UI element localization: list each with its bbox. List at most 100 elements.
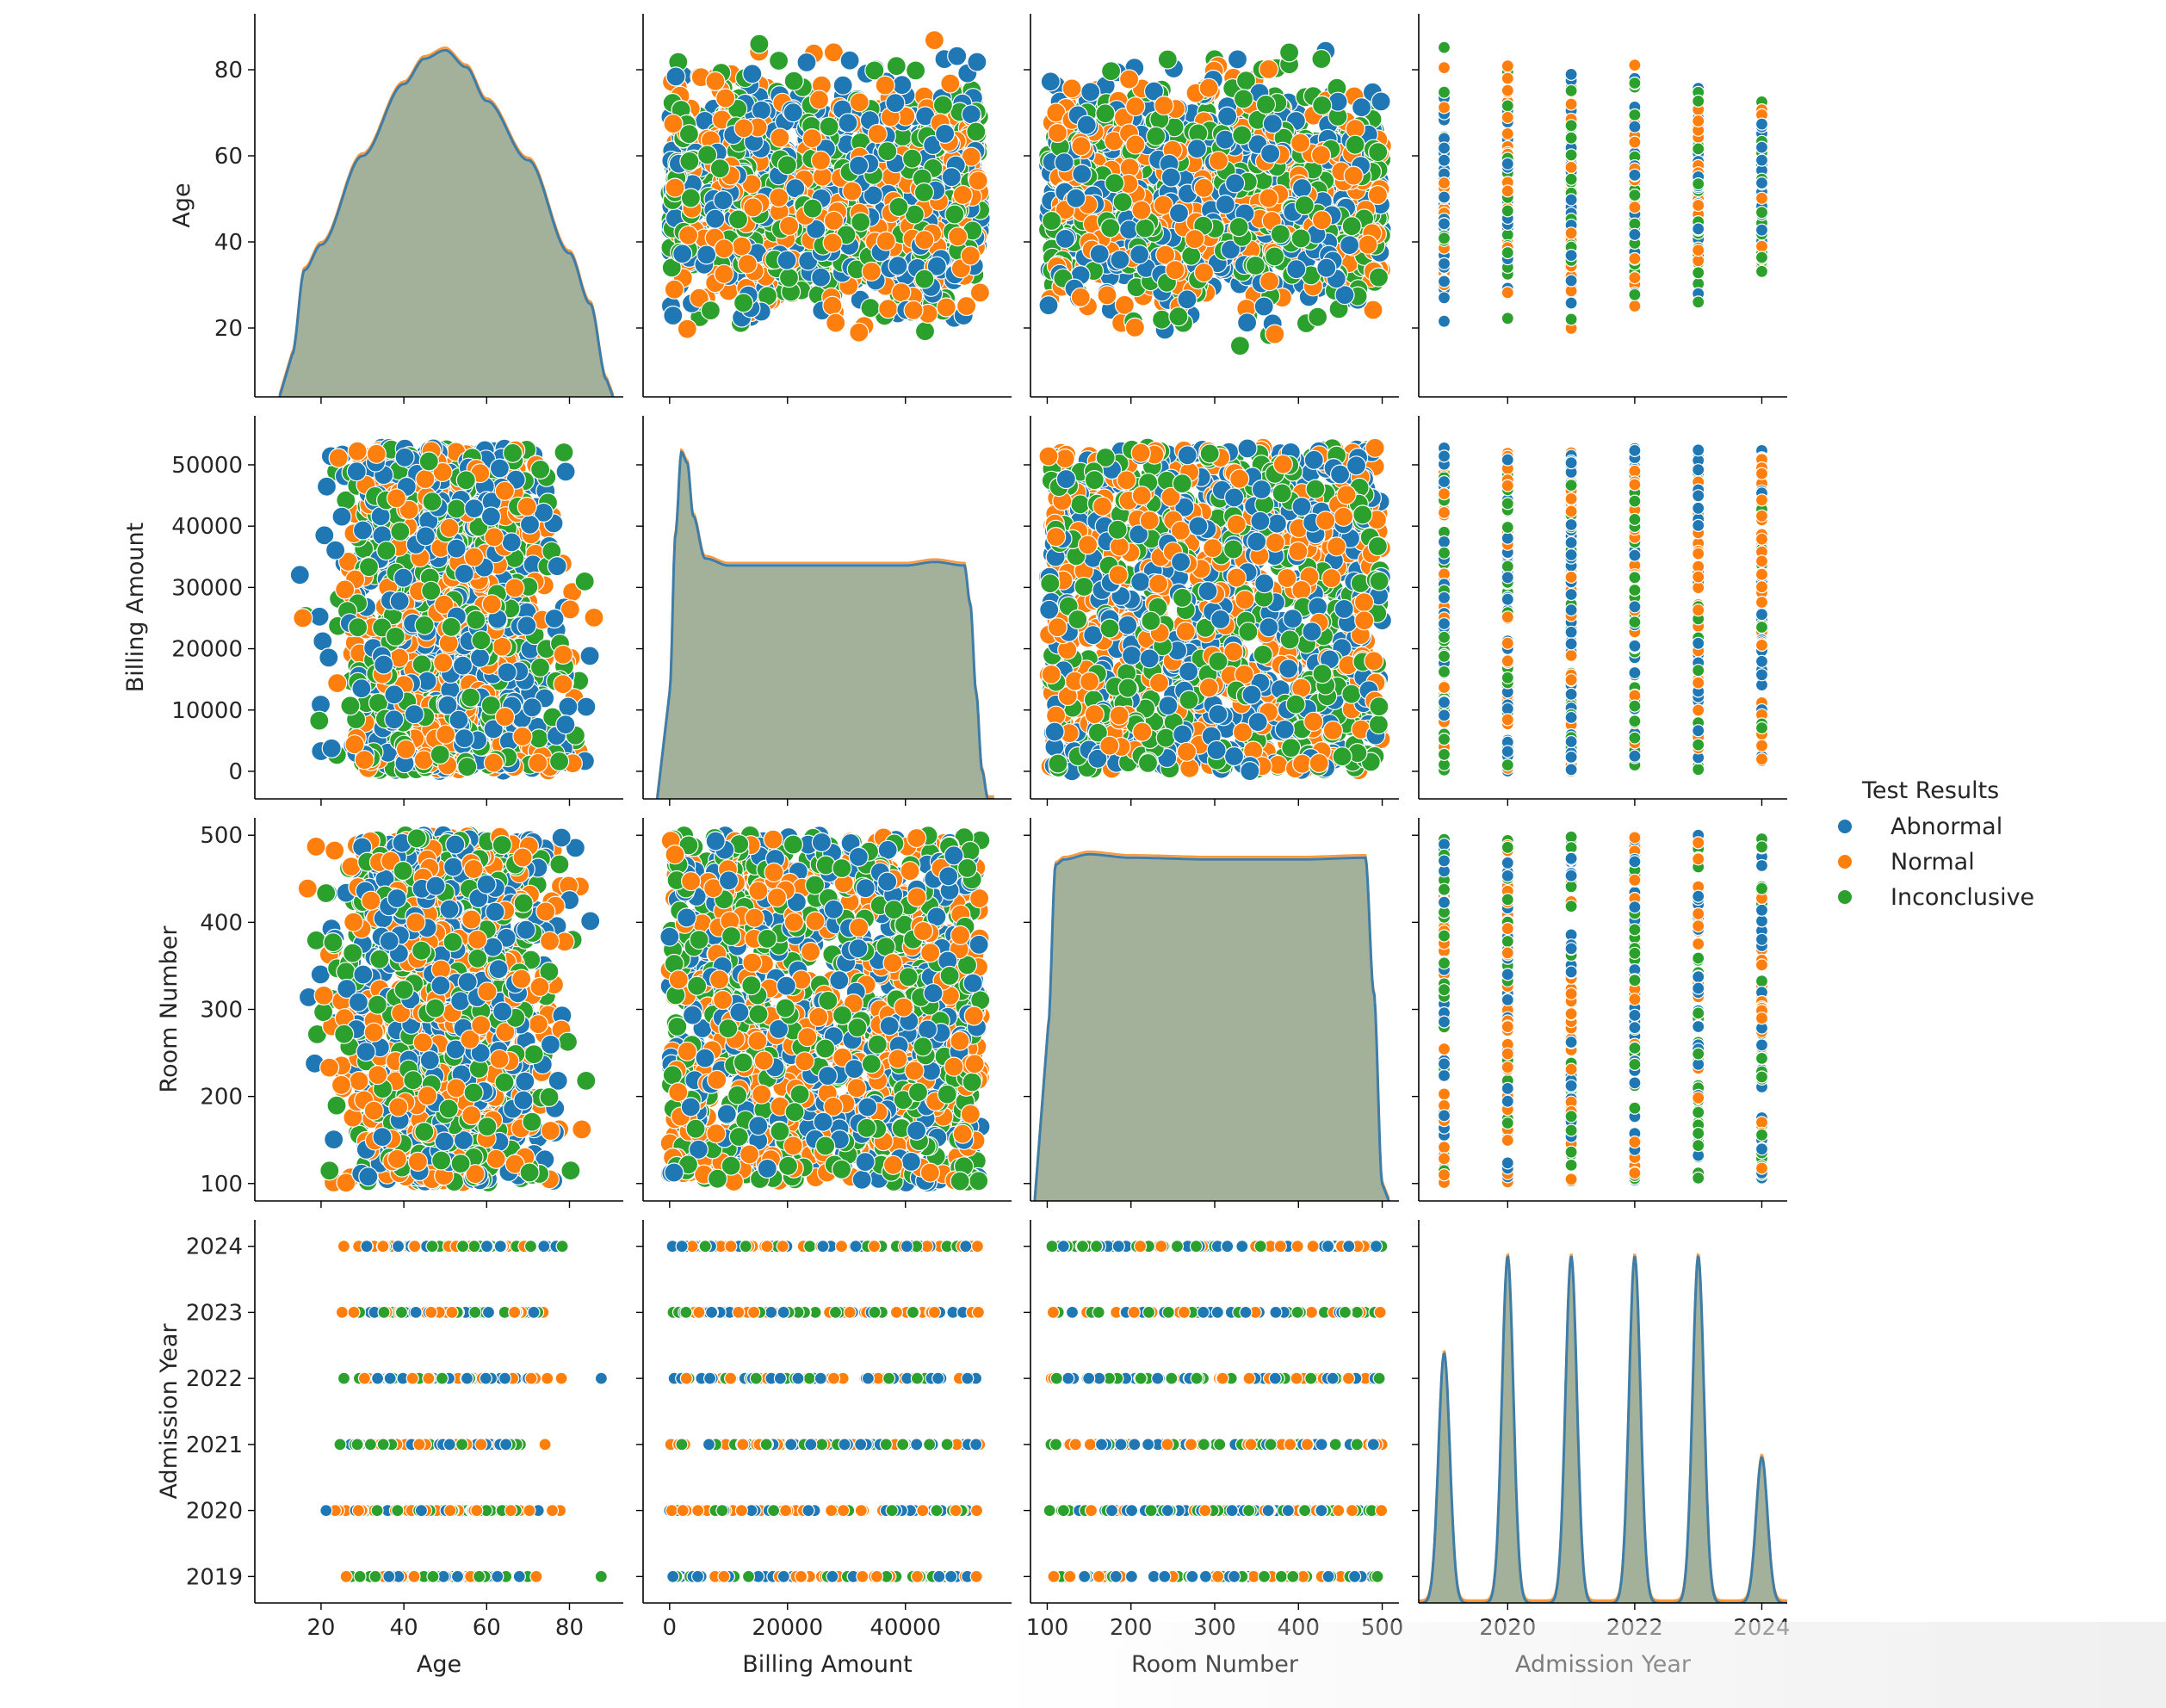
scatter-point (801, 128, 823, 149)
scatter-point (1270, 224, 1290, 244)
scatter-point (1564, 249, 1578, 263)
scatter-point (1216, 106, 1238, 127)
scatter-point (1628, 251, 1642, 266)
scatter-point (1564, 131, 1578, 145)
scatter-point (877, 141, 898, 162)
scatter-point (860, 298, 881, 319)
scatter-point (1501, 127, 1514, 140)
scatter-point (529, 459, 551, 480)
scatter-point (796, 52, 817, 73)
scatter-point (1564, 296, 1578, 310)
scatter-point (861, 261, 882, 282)
scatter-point (293, 608, 313, 628)
scatter-point (1118, 69, 1140, 90)
scatter-point (696, 244, 717, 265)
scatter-point (1040, 71, 1061, 92)
scatter-point (1224, 173, 1246, 194)
scatter-point (689, 288, 709, 308)
scatter-point (1294, 195, 1315, 216)
scatter-point (1228, 217, 1249, 238)
scatter-point (709, 158, 730, 179)
scatter-point (1291, 177, 1313, 199)
scatter-point (1100, 60, 1122, 82)
scatter-point (554, 442, 574, 463)
scatter-point (1312, 95, 1333, 116)
scatter-point (502, 442, 523, 463)
scatter-point (1371, 91, 1391, 112)
scatter-point (677, 319, 697, 339)
scatter-point (1692, 222, 1705, 236)
scatter-point (1041, 210, 1062, 232)
scatter-point (1437, 257, 1451, 270)
scatter-point (665, 177, 685, 198)
scatter-point (316, 476, 337, 497)
scatter-point (714, 238, 734, 259)
scatter-point (1154, 95, 1174, 116)
scatter-point (1628, 271, 1642, 285)
scatter-point (901, 148, 923, 169)
scatter-point (346, 461, 367, 482)
scatter-point (878, 299, 899, 319)
scatter-point (1628, 227, 1642, 241)
y-tick-label: 20 (214, 316, 243, 342)
scatter-point (1564, 226, 1578, 240)
scatter-point (1193, 177, 1215, 198)
scatter-point (1157, 49, 1178, 70)
scatter-point (664, 279, 684, 300)
scatter-point (967, 52, 987, 72)
scatter-points (1437, 40, 1769, 335)
scatter-point (1368, 142, 1389, 163)
scatter-point (891, 282, 912, 303)
scatter-point (1253, 296, 1274, 317)
scatter-point (867, 123, 888, 145)
scatter-point (1186, 139, 1208, 159)
scatter-point (1310, 145, 1332, 165)
scatter-point (733, 118, 754, 139)
scatter-point (665, 66, 686, 87)
scatter-point (1264, 246, 1285, 267)
scatter-point (1072, 164, 1092, 184)
scatter-point (1259, 271, 1280, 292)
scatter-point (1358, 234, 1378, 255)
scatter-point (1061, 78, 1082, 99)
scatter-point (1341, 216, 1362, 237)
kde-line-abnormal (278, 48, 615, 397)
scatter-point (743, 197, 764, 218)
scatter-point (1177, 289, 1197, 310)
scatter-point (741, 174, 762, 195)
scatter-point (1110, 250, 1130, 270)
scatter-point (966, 121, 987, 142)
scatter-point (1233, 89, 1254, 109)
scatter-point (926, 256, 947, 276)
scatter-point (672, 244, 693, 264)
scatter-point (823, 42, 845, 63)
scatter-point (838, 113, 858, 133)
scatter-point (864, 60, 885, 81)
scatter-point (737, 254, 758, 275)
scatter-point (560, 599, 580, 620)
scatter-point (785, 178, 806, 199)
scatter-point (742, 64, 763, 84)
scatter-point (679, 151, 700, 171)
scatter-point (969, 282, 991, 303)
scatter-point (777, 155, 798, 176)
scatter-point (1255, 94, 1277, 115)
scatter-point (960, 245, 981, 266)
scatter-point (574, 571, 595, 592)
scatter-point (1628, 299, 1642, 313)
scatter-point (1437, 40, 1451, 54)
scatter-point (1564, 119, 1578, 133)
scatter-point (1754, 140, 1769, 154)
scatter-point (713, 190, 733, 211)
scatter-point (1311, 210, 1333, 231)
y-tick-label: 60 (214, 144, 243, 170)
scatter-point (819, 116, 839, 137)
scatter-point (914, 321, 936, 342)
scatter-point (1193, 263, 1215, 283)
scatter-point (1501, 184, 1514, 198)
scatter-point (576, 696, 597, 717)
scatter-point (778, 215, 800, 236)
scatter-point (1286, 259, 1307, 280)
scatter-point (452, 655, 473, 676)
